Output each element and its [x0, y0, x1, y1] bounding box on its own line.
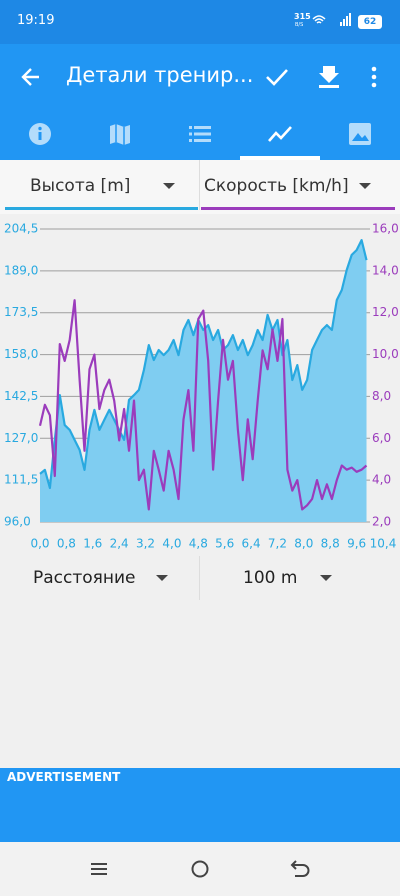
- dropdown-arrow: [163, 183, 175, 189]
- area-fill: [40, 240, 367, 522]
- ad-label: ADVERTISEMENT: [7, 770, 121, 784]
- app-title: Детали трениp...: [66, 63, 254, 87]
- dropdown-arrow: [156, 575, 168, 581]
- y-tick-label: 96,0: [4, 515, 31, 529]
- net-unit: B/S: [295, 22, 304, 28]
- app-bar: Детали трениp...: [0, 44, 400, 110]
- x-tick-label: 0,8: [57, 537, 76, 551]
- download-button[interactable]: [318, 64, 340, 88]
- net-speed: 315: [294, 12, 311, 21]
- tab-info[interactable]: [28, 122, 52, 146]
- x-tick-label: 7,2: [268, 537, 287, 551]
- x-tick-label: 3,2: [136, 537, 155, 551]
- series-selector: Высота [m] Скорость [km/h]: [0, 160, 400, 214]
- x-tick-label: 0,0: [30, 537, 49, 551]
- tab-map[interactable]: [109, 122, 131, 146]
- left-underline: [5, 207, 198, 210]
- tab-photo[interactable]: [348, 122, 372, 146]
- status-time: 19:19: [17, 13, 55, 28]
- divider: [199, 160, 200, 210]
- back-button[interactable]: [20, 66, 42, 88]
- y-tick-label: 127,0: [4, 431, 38, 445]
- x-tick-label: 1,6: [83, 537, 102, 551]
- tab-chart[interactable]: [267, 124, 293, 144]
- nav-recents[interactable]: [90, 862, 108, 876]
- right-underline: [201, 207, 395, 210]
- left-series-dropdown[interactable]: Высота [m]: [30, 176, 131, 196]
- status-bar: 19:19 315 B/S 62: [0, 0, 400, 44]
- step-dropdown[interactable]: 100 m: [243, 568, 298, 588]
- y2-tick-label: 16,0: [372, 222, 399, 236]
- y2-tick-label: 10,0: [372, 347, 399, 361]
- y2-tick-label: 8,0: [372, 389, 391, 403]
- x-tick-label: 4,8: [189, 537, 208, 551]
- menu-button[interactable]: [369, 66, 379, 88]
- save-button[interactable]: [265, 66, 289, 88]
- divider: [199, 556, 200, 600]
- ad-banner[interactable]: ADVERTISEMENT: [0, 768, 400, 842]
- dropdown-arrow: [320, 575, 332, 581]
- x-tick-label: 5,6: [215, 537, 234, 551]
- y2-tick-label: 4,0: [372, 473, 391, 487]
- right-series-dropdown[interactable]: Скорость [km/h]: [204, 176, 349, 196]
- x-tick-label: 10,4: [370, 537, 397, 551]
- dropdown-arrow: [359, 183, 371, 189]
- y-tick-label: 204,5: [4, 222, 38, 236]
- nav-home[interactable]: [191, 860, 209, 878]
- x-tick-label: 8,8: [321, 537, 340, 551]
- y2-tick-label: 6,0: [372, 431, 391, 445]
- y-tick-label: 189,0: [4, 263, 38, 277]
- chart: 96,0 111,5 127,0 142,5 158,0 173,5 189,0 204,5 2…: [4, 222, 399, 551]
- chart-controls: Расстояние 100 m: [0, 556, 400, 602]
- series-line: [38, 299, 368, 511]
- x-tick-label: 4,0: [162, 537, 181, 551]
- y-tick-label: 158,0: [4, 347, 38, 361]
- x-tick-label: 6,4: [242, 537, 261, 551]
- series-line: [39, 239, 368, 490]
- tab-bar: [0, 110, 400, 160]
- x-tick-label: 8,0: [294, 537, 313, 551]
- y2-tick-label: 2,0: [372, 515, 391, 529]
- status-icons: [312, 13, 351, 26]
- tab-indicator: [240, 156, 320, 160]
- tab-list[interactable]: [189, 125, 211, 143]
- x-tick-label: 2,4: [110, 537, 129, 551]
- x-tick-label: 9,6: [347, 537, 366, 551]
- nav-bar: [0, 842, 400, 896]
- battery: 62: [358, 15, 382, 29]
- y2-tick-label: 12,0: [372, 305, 399, 319]
- y-tick-label: 173,5: [4, 305, 38, 319]
- x-axis-dropdown[interactable]: Расстояние: [33, 568, 136, 588]
- y-tick-label: 142,5: [4, 389, 38, 403]
- y-tick-label: 111,5: [4, 473, 38, 487]
- y2-tick-label: 14,0: [372, 263, 399, 277]
- nav-back[interactable]: [290, 860, 310, 878]
